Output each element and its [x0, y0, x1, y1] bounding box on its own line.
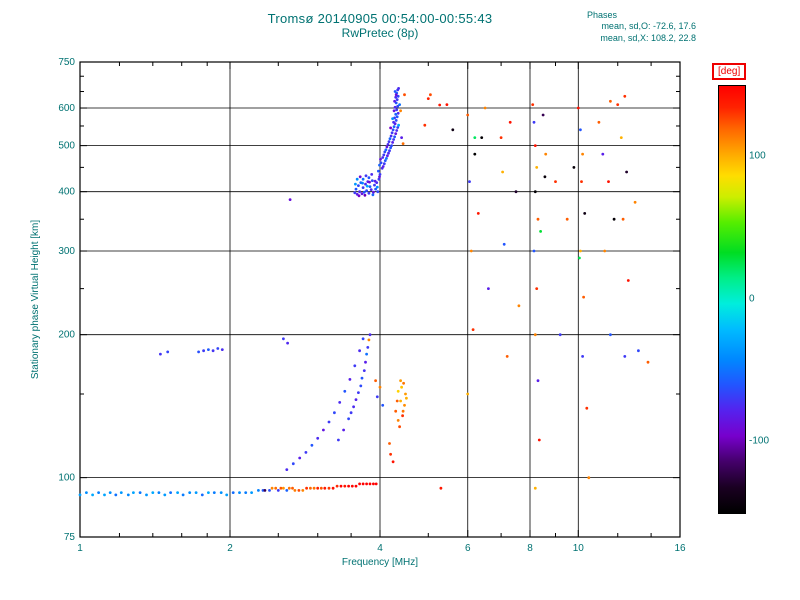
- y-axis-title: Stationary phase Virtual Height [km]: [30, 220, 41, 380]
- tick-labels: 1 2 4 6 8 10 16 75 100 200 300 400 500 600 750: [58, 57, 686, 554]
- plot-subtitle: RwPretec (8p): [341, 25, 419, 40]
- title-block: Tromsø 20140905 00:54:00-00:55:43 RwPret…: [80, 11, 680, 41]
- colorbar-tick-100: 100: [749, 150, 766, 162]
- phases-header: Phases: [586, 10, 618, 20]
- svg-text:400: 400: [58, 187, 75, 198]
- svg-text:200: 200: [58, 330, 75, 341]
- svg-text:8: 8: [527, 543, 533, 554]
- svg-text:1: 1: [77, 543, 83, 554]
- svg-text:100: 100: [58, 473, 75, 484]
- x-axis-title: Frequency [MHz]: [342, 557, 418, 568]
- phases-stats-block: Phases mean, sd,O: -72.6, 17.6 mean, sd,…: [536, 10, 696, 44]
- svg-text:500: 500: [58, 141, 75, 152]
- phases-x-mode-stats: mean, sd,X: 108.2, 22.8: [600, 32, 696, 43]
- svg-text:16: 16: [674, 543, 686, 554]
- colorbar-unit-label: [deg]: [712, 63, 747, 80]
- plot-title: Tromsø 20140905 00:54:00-00:55:43: [267, 11, 493, 26]
- phases-o-mode-stats: mean, sd,O: -72.6, 17.6: [601, 21, 696, 32]
- svg-text:4: 4: [377, 543, 383, 554]
- svg-text:10: 10: [573, 543, 585, 554]
- colorbar-tick--100: -100: [749, 435, 770, 447]
- plot-frame: [79, 61, 681, 538]
- svg-text:75: 75: [64, 532, 76, 543]
- svg-text:750: 750: [58, 57, 75, 68]
- scatter-points: [78, 87, 650, 497]
- svg-text:2: 2: [227, 543, 233, 554]
- grid-lines: [80, 62, 680, 537]
- svg-text:6: 6: [465, 543, 471, 554]
- phase-colorbar: [718, 85, 746, 514]
- colorbar-tick-0: 0: [749, 293, 755, 304]
- svg-text:300: 300: [58, 246, 75, 257]
- svg-text:600: 600: [58, 103, 75, 114]
